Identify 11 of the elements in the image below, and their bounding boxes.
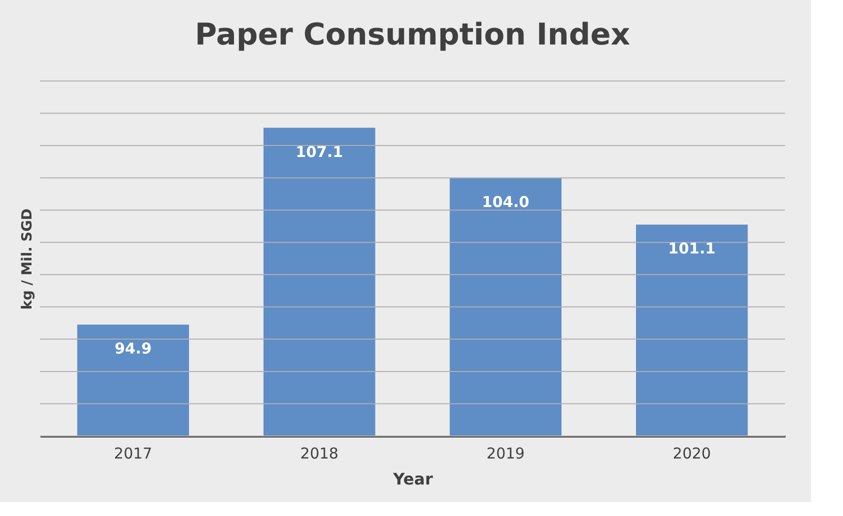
x-tick-label: 2017	[114, 444, 152, 462]
x-axis-title: Year	[392, 470, 433, 488]
x-tick-label: 2019	[486, 444, 525, 462]
y-axis-title: kg / Mil. SGD	[20, 208, 36, 310]
chart-title: Paper Consumption Index	[194, 18, 630, 52]
data-label: 94.9	[114, 340, 152, 358]
data-label: 107.1	[296, 142, 344, 161]
data-label: 104.0	[482, 192, 530, 211]
x-tick-label: 2020	[672, 444, 711, 462]
data-label: 101.1	[668, 240, 716, 258]
x-tick-label: 2018	[300, 444, 338, 462]
